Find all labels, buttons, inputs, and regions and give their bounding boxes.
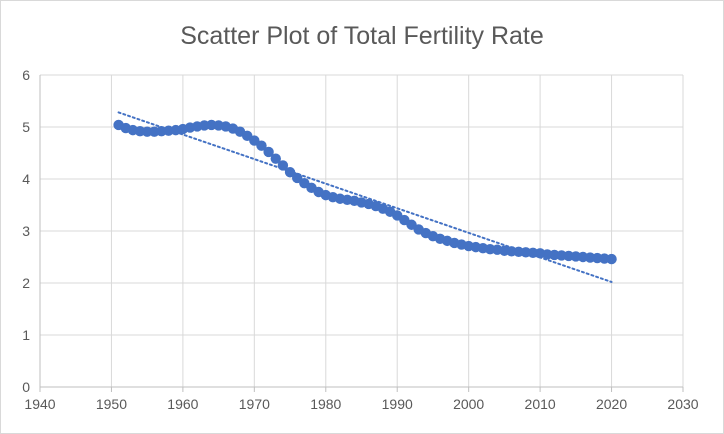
scatter-point — [263, 146, 274, 158]
chart-title: Scatter Plot of Total Fertility Rate — [180, 22, 544, 50]
grid-layer — [40, 74, 684, 387]
x-tick-label: 1980 — [310, 396, 341, 412]
y-tick-label: 2 — [22, 275, 30, 291]
axis-layer: 0 1 2 3 4 5 6 1940 1950 1960 1970 1980 1990 2000 2010 2… — [22, 67, 699, 412]
y-tick-label: 4 — [22, 171, 30, 187]
scatter-point — [277, 160, 289, 171]
scatter-point — [270, 153, 281, 164]
x-tick-label: 1960 — [167, 396, 198, 412]
scatter-point — [284, 167, 296, 178]
scatter-point — [141, 126, 153, 137]
x-tick-label: 1950 — [96, 396, 127, 412]
x-tick-label: 2020 — [596, 396, 627, 412]
x-tick-label: 2000 — [453, 396, 484, 412]
scatter-point — [292, 172, 303, 184]
y-tick-label: 0 — [22, 379, 30, 395]
y-tick-label: 3 — [22, 223, 30, 239]
x-tick-label: 2030 — [667, 396, 698, 412]
scatter-point — [256, 140, 267, 151]
y-tick-label: 1 — [22, 327, 30, 343]
x-tick-label: 1940 — [24, 396, 55, 412]
y-tick-label: 5 — [22, 119, 30, 135]
x-tick-label: 1970 — [239, 396, 270, 412]
x-tick-label: 2010 — [525, 396, 556, 412]
point-layer — [113, 119, 617, 265]
x-tick-label: 1990 — [382, 396, 413, 412]
scatter-point — [249, 135, 260, 146]
y-tick-label: 6 — [22, 67, 30, 83]
scatter-point — [606, 253, 617, 265]
